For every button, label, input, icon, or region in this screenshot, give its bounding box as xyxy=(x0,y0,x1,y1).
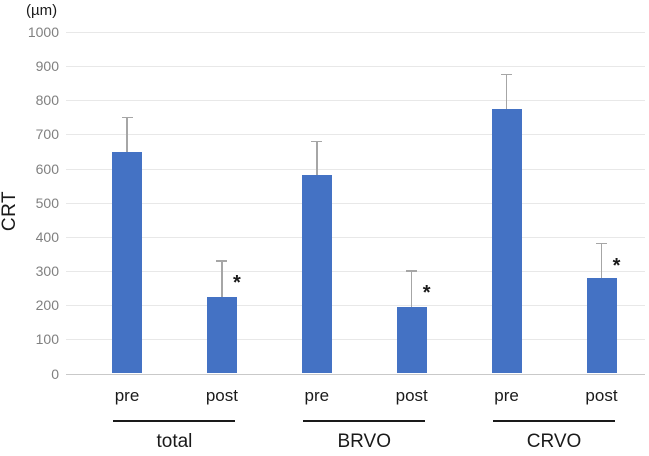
y-tick-label-100: 100 xyxy=(35,331,59,348)
gridline-300 xyxy=(66,271,645,273)
gridline-200 xyxy=(66,305,645,307)
bar-BRVO-post xyxy=(396,306,427,374)
bar-CRVO-post xyxy=(586,277,617,374)
bar-CRVO-pre xyxy=(491,108,522,374)
error-bar-total-post xyxy=(221,260,223,297)
bar-total-pre xyxy=(112,151,142,374)
error-bar-cap-CRVO-pre xyxy=(501,73,513,76)
significance-asterisk-BRVO-post: * xyxy=(422,282,431,305)
group-underline-total xyxy=(113,420,236,422)
bar-total-post xyxy=(206,296,237,374)
bar-label-total-pre: pre xyxy=(114,386,140,405)
error-bar-BRVO-pre xyxy=(316,141,318,176)
bar-label-CRVO-post: post xyxy=(585,386,618,405)
bar-label-BRVO-pre: pre xyxy=(304,386,330,405)
error-bar-cap-BRVO-post xyxy=(406,270,418,272)
y-tick-label-500: 500 xyxy=(35,194,59,211)
gridline-700 xyxy=(66,134,645,136)
bar-BRVO-pre xyxy=(301,175,332,374)
significance-asterisk-CRVO-post: * xyxy=(612,254,621,277)
y-axis-unit-label: (µm) xyxy=(26,2,58,19)
error-bar-total-pre xyxy=(126,117,128,152)
y-tick-label-900: 900 xyxy=(35,58,59,75)
y-tick-label-600: 600 xyxy=(35,160,59,177)
y-tick-label-300: 300 xyxy=(35,263,59,280)
gridline-600 xyxy=(66,168,645,170)
gridline-1000 xyxy=(66,32,645,33)
y-tick-label-0: 0 xyxy=(51,365,59,382)
error-bar-cap-CRVO-post xyxy=(596,242,607,245)
bar-label-total-post: post xyxy=(205,386,238,405)
significance-asterisk-total-post: * xyxy=(232,271,241,294)
y-tick-label-200: 200 xyxy=(35,297,59,314)
y-tick-label-800: 800 xyxy=(35,92,59,109)
group-label-total: total xyxy=(156,431,193,452)
group-underline-CRVO xyxy=(493,420,616,422)
group-label-CRVO: CRVO xyxy=(526,431,582,452)
error-bar-BRVO-post xyxy=(410,271,413,307)
gridline-100 xyxy=(66,339,645,341)
error-bar-CRVO-post xyxy=(600,243,603,278)
error-bar-cap-total-pre xyxy=(121,116,133,119)
group-label-BRVO: BRVO xyxy=(337,431,391,452)
group-underline-BRVO xyxy=(303,420,426,422)
gridline-500 xyxy=(66,202,645,204)
gridline-400 xyxy=(66,236,645,238)
gridline-900 xyxy=(66,66,645,68)
y-tick-label-700: 700 xyxy=(35,126,59,143)
error-bar-cap-BRVO-pre xyxy=(311,140,323,143)
error-bar-CRVO-pre xyxy=(505,74,508,109)
y-tick-label-400: 400 xyxy=(35,228,59,245)
error-bar-cap-total-post xyxy=(216,260,228,262)
bar-label-BRVO-post: post xyxy=(395,386,428,405)
y-tick-label-1000: 1000 xyxy=(27,24,59,40)
gridline-800 xyxy=(66,100,645,102)
gridline-0 xyxy=(66,373,645,375)
bar-label-CRVO-pre: pre xyxy=(494,386,519,405)
